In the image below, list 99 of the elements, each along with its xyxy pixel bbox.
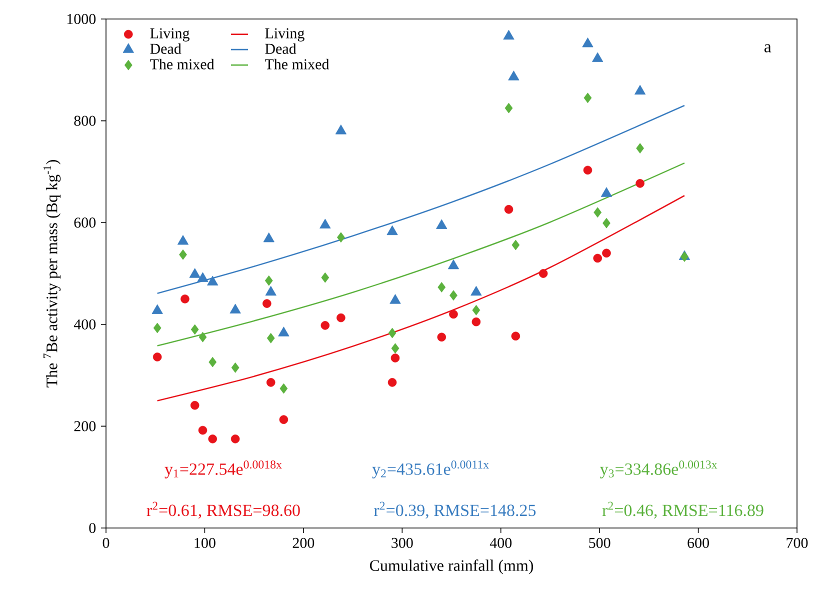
x-tick-label: 500: [589, 538, 610, 548]
x-tick-label: 700: [786, 538, 808, 548]
point: [336, 232, 345, 243]
point: [449, 310, 458, 319]
legend-label: The mixed: [264, 58, 330, 70]
y-tick-label: 200: [74, 421, 96, 432]
point: [266, 378, 276, 387]
point: [152, 352, 162, 362]
line-series: [156, 194, 686, 402]
legend-label: Living: [265, 28, 304, 42]
point: [264, 275, 273, 286]
point: [208, 434, 218, 444]
point: [189, 268, 200, 278]
legend-label: Dead: [265, 43, 296, 54]
point: [190, 400, 200, 410]
point: [390, 354, 400, 362]
point: [388, 378, 397, 387]
x-tick-label: 300: [392, 538, 413, 548]
point: [470, 286, 482, 296]
point: [278, 326, 290, 336]
point: [438, 282, 446, 292]
point: [153, 322, 162, 334]
point: [230, 304, 241, 314]
y-tick-label: 800: [74, 116, 96, 126]
point: [582, 38, 594, 48]
point: [584, 92, 592, 104]
point: [263, 232, 274, 242]
point: [511, 332, 520, 341]
line-series: [156, 104, 686, 294]
x-tick-label: 0: [102, 538, 110, 548]
point: [180, 294, 190, 304]
point: [593, 254, 602, 263]
annotation: y$_{2}$=435.61e$^{0.0011x}$: [372, 460, 489, 478]
legend-label: The mixed: [150, 58, 214, 70]
point: [198, 332, 207, 342]
point: [230, 434, 240, 444]
point: [472, 317, 481, 326]
point: [152, 304, 163, 314]
point: [265, 286, 276, 296]
point: [198, 426, 208, 435]
point: [504, 102, 513, 114]
legend-label: Dead: [150, 43, 182, 54]
point: [266, 332, 275, 344]
point: [179, 249, 187, 260]
y-tick-label: 0: [89, 522, 96, 534]
point: [503, 30, 514, 40]
annotation: a: [764, 44, 772, 52]
point: [504, 204, 514, 214]
annotation: r$^{2}$=0.61, RMSE=98.60: [146, 502, 300, 519]
point: [636, 179, 644, 188]
x-tick-label: 400: [490, 538, 512, 548]
point: [390, 294, 401, 304]
point: [636, 143, 644, 154]
point: [538, 269, 548, 278]
annotation: y$_{3}$=334.86e$^{0.0013x}$: [600, 460, 718, 478]
point: [512, 240, 520, 250]
y-tick-label: 600: [74, 218, 96, 228]
point: [320, 321, 330, 330]
y-axis-title: The $^{7}$Be activity per mass (Bq kg$^{-1}$): [43, 160, 61, 388]
point: [602, 218, 610, 228]
x-tick-label: 200: [292, 538, 314, 548]
point: [386, 225, 398, 236]
point: [231, 362, 240, 373]
point: [336, 313, 346, 322]
point: [448, 259, 460, 270]
point: [391, 343, 400, 354]
x-tick-label: 100: [194, 538, 216, 548]
point: [335, 124, 347, 134]
line-series: [156, 162, 686, 346]
point: [208, 356, 217, 368]
point: [197, 272, 208, 282]
point: [280, 383, 288, 394]
point: [436, 219, 448, 229]
y-tick-label: 1000: [67, 14, 96, 24]
annotation: y$_{1}$=227.54e$^{0.0018x}$: [164, 460, 282, 478]
point: [437, 332, 446, 342]
point: [592, 52, 604, 62]
point: [279, 415, 288, 424]
annotation: r$^{2}$=0.46, RMSE=116.89: [602, 502, 764, 519]
point: [634, 84, 646, 95]
point: [190, 324, 199, 335]
point: [321, 272, 330, 283]
point: [450, 290, 458, 301]
point: [600, 187, 612, 197]
point: [207, 276, 218, 286]
point: [594, 207, 602, 218]
x-tick-label: 600: [688, 538, 709, 548]
point: [508, 70, 520, 80]
legend-label: Living: [150, 28, 190, 42]
point: [602, 248, 611, 258]
point: [262, 299, 272, 308]
point: [472, 304, 480, 316]
x-axis-title: Cumulative rainfall (mm): [370, 560, 534, 574]
point: [177, 235, 189, 245]
annotation: r$^{2}$=0.39, RMSE=148.25: [374, 502, 536, 519]
point: [388, 328, 396, 338]
point: [583, 166, 592, 175]
y-tick-label: 400: [74, 319, 96, 330]
point: [320, 218, 331, 228]
